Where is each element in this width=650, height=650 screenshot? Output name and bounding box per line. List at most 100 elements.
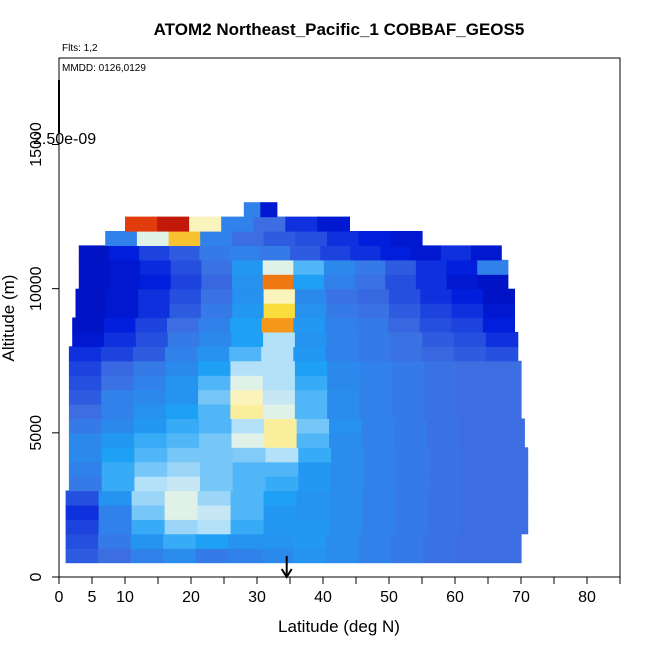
heatmap-cell xyxy=(293,533,327,549)
heatmap-cell xyxy=(320,245,351,261)
heatmap-cell xyxy=(329,418,363,434)
heatmap-cell xyxy=(232,461,267,477)
heatmap-cell xyxy=(391,404,425,419)
heatmap-cell xyxy=(454,331,487,347)
heatmap-cell xyxy=(456,404,490,419)
heatmap-cell xyxy=(296,490,331,506)
heatmap-cell xyxy=(385,274,417,290)
heatmap-cell xyxy=(260,533,294,549)
heatmap-cell xyxy=(157,216,190,232)
heatmap-cell xyxy=(101,447,136,463)
heatmap-cell xyxy=(410,245,442,261)
heatmap-cell xyxy=(426,432,460,448)
heatmap-cell xyxy=(138,303,171,319)
heatmap-cell xyxy=(440,245,472,261)
heatmap-cell xyxy=(263,303,296,319)
heatmap-cell xyxy=(359,404,393,419)
heatmap-cell xyxy=(456,375,490,391)
heatmap-cell xyxy=(459,418,493,434)
heatmap-cell xyxy=(125,216,158,232)
heatmap-cell xyxy=(75,303,108,319)
heatmap-cell xyxy=(424,375,457,391)
heatmap-cell xyxy=(78,245,110,261)
heatmap-cell xyxy=(165,346,198,362)
heatmap-cell xyxy=(294,360,328,376)
heatmap-cell xyxy=(101,418,135,434)
y-axis-title: Altitude (m) xyxy=(0,275,18,362)
heatmap-cell xyxy=(169,288,202,304)
heatmap-cell xyxy=(488,389,522,405)
heatmap-cell xyxy=(419,317,452,333)
heatmap-cell xyxy=(263,519,298,535)
heatmap-cell xyxy=(229,245,261,261)
y-tick-label: 0 xyxy=(28,572,45,581)
heatmap-cell xyxy=(228,548,262,564)
heatmap-cell xyxy=(491,432,525,448)
heatmap-cell xyxy=(163,548,197,564)
heatmap-cell xyxy=(296,504,331,520)
x-tick-label: 20 xyxy=(182,589,200,606)
heatmap-cell xyxy=(135,317,168,333)
heatmap-cell xyxy=(385,259,417,275)
heatmap-cell xyxy=(195,533,229,549)
heatmap-cell xyxy=(363,476,398,492)
heatmap-cell xyxy=(228,533,262,549)
heatmap-cell xyxy=(329,490,364,506)
heatmap-cell xyxy=(390,548,424,564)
heatmap-cell xyxy=(494,504,529,520)
heatmap-cell xyxy=(68,476,103,492)
heatmap-cell xyxy=(197,504,232,520)
heatmap-cell xyxy=(494,447,529,463)
heatmap-cell xyxy=(106,288,139,304)
heatmap-cell xyxy=(459,432,493,448)
heatmap-cell xyxy=(359,360,393,376)
heatmap-cell xyxy=(356,317,389,333)
heatmap-cell xyxy=(390,231,423,246)
heatmap-cell xyxy=(140,274,172,290)
heatmap-cell xyxy=(264,418,298,434)
heatmap-cell xyxy=(354,274,386,290)
heatmap-cell xyxy=(201,274,233,290)
x-tick-label: 80 xyxy=(578,589,596,606)
latitude-arrow xyxy=(280,556,293,579)
heatmap-cell xyxy=(293,274,325,290)
heatmap-cell xyxy=(105,231,138,246)
heatmap-cell xyxy=(455,548,489,564)
heatmap-cell xyxy=(231,331,264,347)
heatmap-cell xyxy=(101,346,134,362)
heatmap-cell xyxy=(331,447,365,463)
heatmap-cell xyxy=(232,288,265,304)
heatmap-cell xyxy=(420,288,453,304)
heatmap-cell xyxy=(131,504,166,520)
heatmap-cell xyxy=(391,389,425,405)
heatmap-cell xyxy=(354,259,386,275)
heatmap-cell xyxy=(109,245,140,261)
heatmap-cell xyxy=(461,490,496,506)
heatmap-cell xyxy=(199,418,233,434)
heatmap-cell xyxy=(229,346,262,362)
heatmap-cell xyxy=(260,202,278,218)
heatmap-cell xyxy=(166,418,200,434)
heatmap-cell xyxy=(327,375,361,391)
y-tick-label: 5000 xyxy=(28,415,45,451)
heatmap-cell xyxy=(294,331,328,347)
heatmap-cell xyxy=(324,317,358,333)
heatmap-cell xyxy=(357,303,390,319)
heatmap-cell xyxy=(331,476,365,492)
heatmap-cell xyxy=(265,447,299,463)
heatmap-cell xyxy=(65,490,100,506)
heatmap-cell xyxy=(415,259,448,275)
heatmap-cell xyxy=(451,288,484,304)
heatmap-cell xyxy=(197,346,230,362)
heatmap-cell xyxy=(231,432,265,448)
heatmap-cell xyxy=(424,360,457,376)
heatmap-cell xyxy=(230,360,264,376)
heatmap-cell xyxy=(134,447,168,463)
heatmap-cell xyxy=(232,303,265,319)
heatmap-cell xyxy=(359,375,393,391)
heatmap-cell xyxy=(477,274,509,290)
heatmap-cell xyxy=(65,504,100,520)
heatmap-cell xyxy=(488,404,522,419)
heatmap-cell xyxy=(358,548,392,564)
heatmap-cell xyxy=(390,533,424,549)
